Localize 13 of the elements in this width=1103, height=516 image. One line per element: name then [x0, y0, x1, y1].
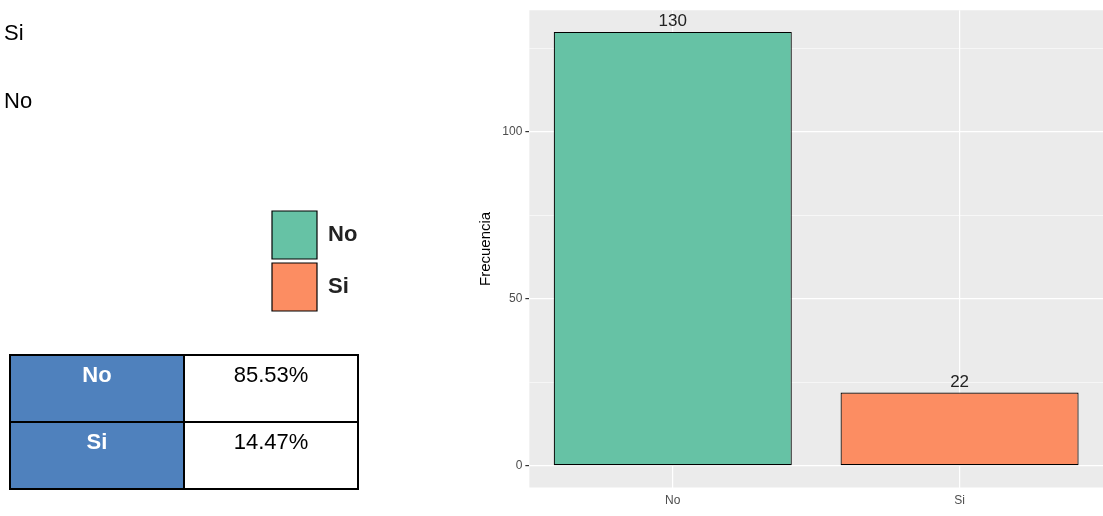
y-tick-label: 0 — [515, 458, 523, 473]
text: Si — [4, 20, 24, 46]
data-label: 22 — [950, 371, 970, 391]
y-tick-label: 50 — [508, 291, 523, 306]
text: No — [10, 355, 184, 422]
legend-label: No — [328, 221, 358, 247]
y-axis-title: Frecuencia — [476, 211, 494, 286]
legend-label: Si — [328, 273, 349, 299]
text: No — [4, 88, 33, 114]
text: 14.47% — [184, 422, 358, 489]
y-tick-label: 100 — [502, 124, 523, 139]
text: 85.53% — [184, 355, 358, 422]
data-label: 130 — [658, 11, 687, 31]
